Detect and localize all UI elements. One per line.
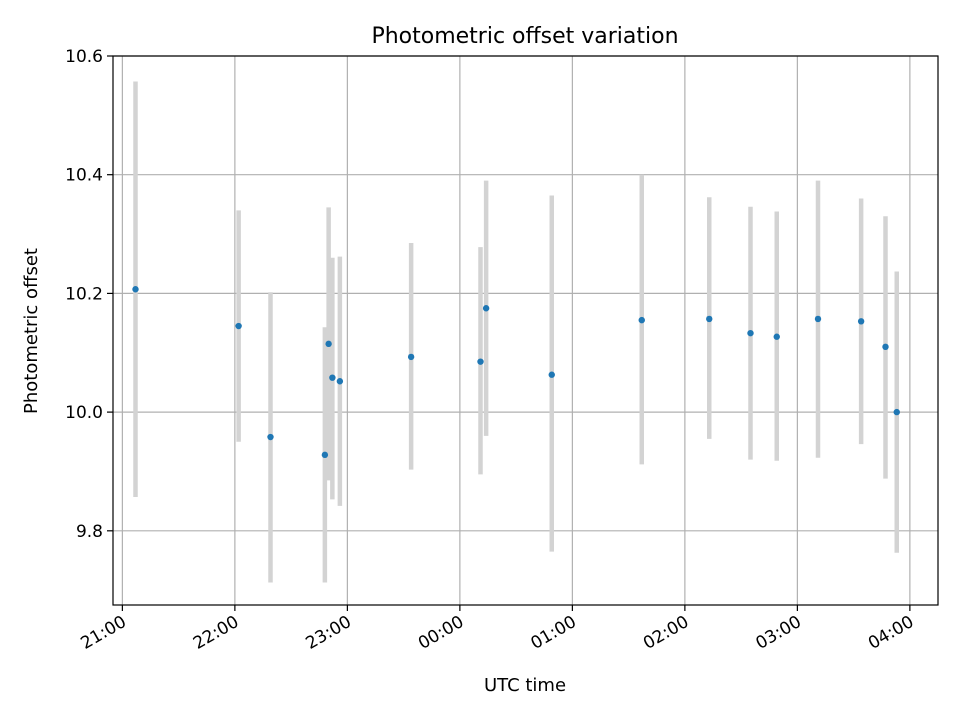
plot-frame xyxy=(112,55,939,606)
data-point xyxy=(336,378,344,385)
chart-title: Photometric offset variation xyxy=(371,24,678,49)
data-points xyxy=(132,286,900,459)
x-tick-label: 01:00 xyxy=(527,612,579,654)
data-point xyxy=(548,371,555,378)
data-point xyxy=(882,343,889,351)
data-point xyxy=(482,305,490,312)
x-tick-label: 02:00 xyxy=(640,612,692,654)
y-tick-label: 10.4 xyxy=(65,166,103,186)
x-axis: 21:00 22:00 23:00 00:00 01:00 02:00 03:00 04:00 xyxy=(77,605,917,654)
x-tick-label: 03:00 xyxy=(752,612,804,654)
y-axis: 9.8 10.0 10.2 10.4 10.6 xyxy=(65,47,113,542)
x-tick-label: 21:00 xyxy=(77,612,129,654)
y-tick-label: 10.0 xyxy=(65,403,103,423)
data-point xyxy=(407,353,415,361)
data-point xyxy=(857,318,865,325)
data-point xyxy=(235,322,242,330)
data-point xyxy=(706,315,713,323)
data-point xyxy=(773,333,780,340)
data-point xyxy=(477,358,484,365)
x-tick-label: 04:00 xyxy=(865,612,917,654)
x-tick-label: 23:00 xyxy=(302,612,354,654)
data-point xyxy=(325,340,332,348)
data-point xyxy=(747,329,754,337)
y-tick-label: 10.6 xyxy=(65,47,103,67)
x-tick-label: 00:00 xyxy=(415,612,467,654)
y-tick-label: 9.8 xyxy=(76,522,103,542)
data-point xyxy=(893,408,900,416)
x-axis-label: UTC time xyxy=(484,675,566,696)
data-point xyxy=(132,286,139,293)
error-bars xyxy=(133,81,899,583)
y-axis-label: Photometric offset xyxy=(21,248,42,414)
data-point xyxy=(267,433,274,441)
data-point xyxy=(814,315,822,323)
x-tick-label: 22:00 xyxy=(190,612,242,654)
data-point xyxy=(329,374,336,381)
data-point xyxy=(321,451,329,459)
data-point xyxy=(638,316,645,324)
y-tick-label: 10.2 xyxy=(65,284,103,304)
